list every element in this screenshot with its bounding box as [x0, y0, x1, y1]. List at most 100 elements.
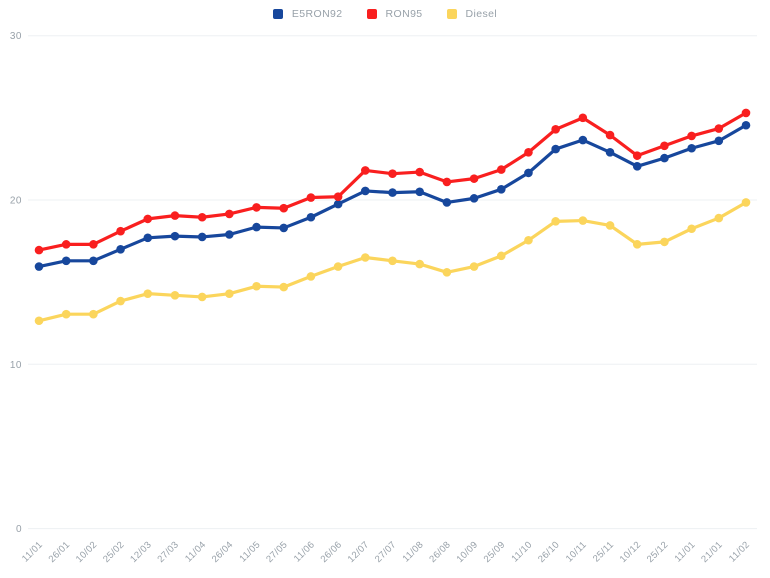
- data-point-dot[interactable]: [89, 256, 98, 266]
- data-point-dot[interactable]: [496, 165, 506, 174]
- data-point-dot[interactable]: [89, 309, 98, 319]
- x-axis-tick-label: 27/07: [373, 539, 399, 565]
- data-point-dot[interactable]: [116, 296, 125, 306]
- data-point-dot[interactable]: [143, 233, 153, 243]
- data-point-dot[interactable]: [116, 244, 125, 254]
- data-point-dot[interactable]: [660, 153, 669, 163]
- data-point-dot[interactable]: [34, 262, 44, 271]
- data-point-dot[interactable]: [442, 198, 452, 207]
- data-point-dot[interactable]: [714, 124, 724, 133]
- data-point-dot[interactable]: [225, 230, 234, 239]
- series-diesel: [34, 198, 751, 326]
- data-point-dot[interactable]: [34, 245, 44, 255]
- x-axis-tick-label: 25/02: [101, 539, 127, 565]
- data-point-dot[interactable]: [143, 214, 153, 224]
- data-point-dot[interactable]: [578, 113, 588, 123]
- x-axis-tick-label: 11/05: [238, 539, 263, 564]
- data-point-dot[interactable]: [388, 169, 397, 179]
- data-point-dot[interactable]: [197, 232, 207, 242]
- data-point-dot[interactable]: [687, 131, 696, 141]
- data-point-dot[interactable]: [306, 272, 316, 281]
- data-point-dot[interactable]: [415, 259, 424, 269]
- data-point-dot[interactable]: [279, 203, 289, 213]
- legend-item-e5ron92[interactable]: E5RON92: [272, 8, 343, 20]
- data-point-dot[interactable]: [605, 221, 615, 230]
- data-point-dot[interactable]: [496, 185, 506, 194]
- x-axis-tick-label: 11/01: [20, 539, 45, 564]
- data-point-dot[interactable]: [496, 251, 506, 261]
- data-point-dot[interactable]: [415, 187, 424, 197]
- data-point-dot[interactable]: [61, 256, 71, 266]
- data-point-dot[interactable]: [741, 198, 751, 207]
- data-point-dot[interactable]: [442, 177, 452, 187]
- x-axis-tick-label: 11/02: [727, 539, 752, 564]
- data-point-dot[interactable]: [388, 188, 397, 197]
- data-point-dot[interactable]: [361, 186, 370, 196]
- data-point-dot[interactable]: [551, 125, 560, 134]
- data-point-dot[interactable]: [632, 240, 642, 249]
- x-axis-tick-label: 11/10: [509, 539, 534, 564]
- data-point-dot[interactable]: [578, 216, 588, 225]
- data-point-dot[interactable]: [333, 192, 343, 202]
- y-axis-tick-label: 30: [10, 31, 22, 42]
- x-axis-tick-label: 27/03: [155, 539, 181, 565]
- data-point-dot[interactable]: [252, 281, 261, 291]
- data-point-dot[interactable]: [551, 217, 560, 226]
- data-point-dot[interactable]: [197, 212, 207, 222]
- data-point-dot[interactable]: [225, 289, 234, 298]
- data-point-dot[interactable]: [524, 168, 533, 178]
- data-point-dot[interactable]: [61, 240, 71, 249]
- data-point-dot[interactable]: [89, 240, 98, 249]
- data-point-dot[interactable]: [442, 267, 452, 277]
- data-point-dot[interactable]: [170, 211, 180, 220]
- data-point-dot[interactable]: [116, 226, 125, 236]
- data-point-dot[interactable]: [524, 235, 533, 245]
- data-point-dot[interactable]: [469, 174, 479, 183]
- data-point-dot[interactable]: [170, 231, 180, 241]
- data-point-dot[interactable]: [632, 162, 642, 171]
- data-point-dot[interactable]: [225, 209, 234, 219]
- data-point-dot[interactable]: [306, 212, 316, 222]
- data-point-dot[interactable]: [605, 148, 615, 157]
- data-point-dot[interactable]: [306, 193, 316, 202]
- data-point-dot[interactable]: [524, 148, 533, 157]
- data-point-dot[interactable]: [388, 256, 397, 266]
- data-point-dot[interactable]: [469, 262, 479, 271]
- data-point-dot[interactable]: [333, 262, 343, 271]
- data-point-dot[interactable]: [714, 213, 724, 223]
- legend-label: RON95: [385, 8, 423, 20]
- x-axis-tick-label: 12/03: [128, 539, 154, 565]
- x-axis-tick-label: 10/12: [618, 539, 644, 565]
- x-axis-tick-label: 27/05: [264, 539, 290, 565]
- data-point-dot[interactable]: [252, 222, 261, 232]
- data-point-dot[interactable]: [34, 316, 44, 326]
- data-point-dot[interactable]: [279, 223, 289, 233]
- data-point-dot[interactable]: [333, 199, 343, 209]
- data-point-dot[interactable]: [687, 143, 696, 153]
- data-point-dot[interactable]: [714, 136, 724, 146]
- data-point-dot[interactable]: [170, 290, 180, 300]
- data-point-dot[interactable]: [252, 203, 261, 212]
- data-point-dot[interactable]: [469, 194, 479, 203]
- data-point-dot[interactable]: [279, 282, 289, 292]
- y-axis-tick-label: 20: [10, 196, 22, 207]
- data-point-dot[interactable]: [687, 224, 696, 234]
- data-point-dot[interactable]: [551, 144, 560, 154]
- legend-item-ron95[interactable]: RON95: [366, 8, 423, 20]
- data-point-dot[interactable]: [578, 135, 588, 145]
- data-point-dot[interactable]: [197, 292, 207, 302]
- data-point-dot[interactable]: [61, 309, 71, 319]
- data-point-dot[interactable]: [660, 237, 669, 247]
- legend-item-diesel[interactable]: Diesel: [446, 8, 498, 20]
- data-point-dot[interactable]: [143, 289, 153, 298]
- x-axis-tick-label: 10/11: [564, 539, 589, 564]
- data-point-dot[interactable]: [415, 167, 424, 177]
- data-point-dot[interactable]: [605, 130, 615, 140]
- data-point-dot[interactable]: [741, 120, 751, 130]
- data-point-dot[interactable]: [741, 108, 751, 118]
- data-point-dot[interactable]: [660, 141, 669, 151]
- data-point-dot[interactable]: [361, 253, 370, 262]
- data-point-dot[interactable]: [361, 166, 370, 175]
- data-point-dot[interactable]: [632, 151, 642, 160]
